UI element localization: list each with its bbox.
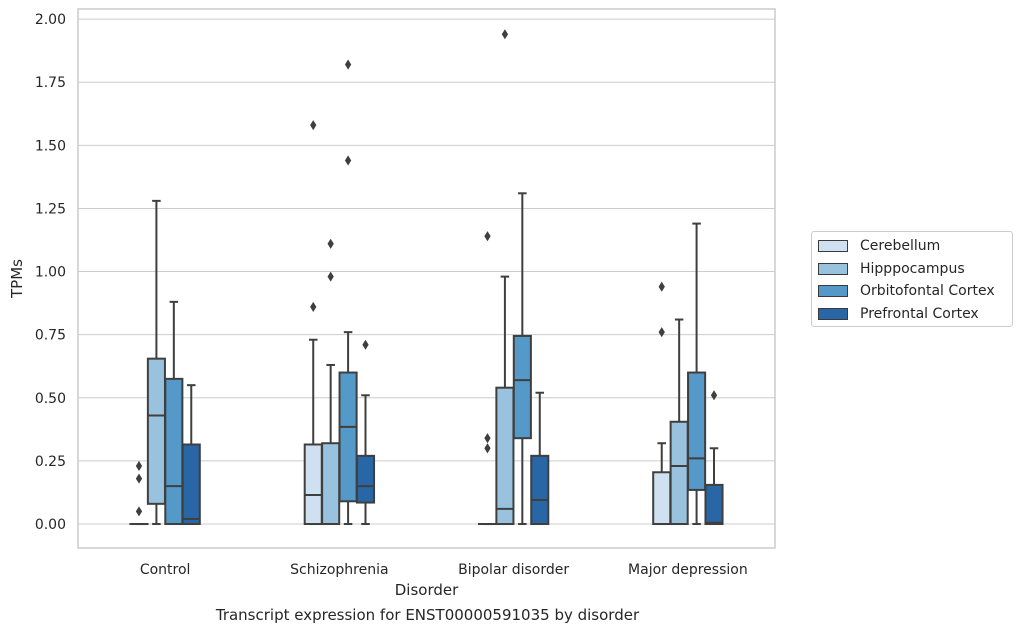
y-tick-label: 1.00 — [35, 265, 66, 281]
outlier-point — [136, 474, 142, 484]
x-tick-label: Major depression — [628, 562, 748, 578]
legend-label: Cerebellum — [860, 238, 940, 254]
y-tick-label: 0.00 — [35, 517, 66, 533]
outlier-point — [345, 155, 351, 165]
outlier-point — [711, 390, 717, 400]
box-orbitofontal-cortex — [165, 379, 182, 524]
legend-swatch — [818, 240, 848, 252]
legend-label: Hipppocampus — [860, 261, 965, 277]
box-prefrontal-cortex — [183, 444, 200, 524]
y-tick-label: 0.25 — [35, 454, 66, 470]
y-tick-label: 1.25 — [35, 201, 66, 217]
legend: Cerebellum Hipppocampus Orbitofontal Corte… — [811, 231, 1013, 327]
box-orbitofontal-cortex — [340, 373, 357, 502]
box-hipppocampus — [322, 443, 339, 524]
outlier-point — [310, 120, 316, 130]
box-orbitofontal-cortex — [688, 373, 705, 490]
y-tick-label: 0.75 — [35, 328, 66, 344]
outlier-point — [136, 506, 142, 516]
box-cerebellum — [653, 472, 670, 524]
outlier-point — [659, 282, 665, 292]
outlier-point — [502, 29, 508, 39]
outlier-point — [484, 443, 490, 453]
box-hipppocampus — [148, 359, 165, 504]
box-hipppocampus — [671, 422, 688, 524]
legend-swatch — [818, 263, 848, 275]
box-cerebellum — [305, 444, 322, 524]
x-tick-label: Schizophrenia — [290, 562, 388, 578]
outlier-point — [328, 239, 334, 249]
outlier-point — [484, 231, 490, 241]
x-tick-label: Bipolar disorder — [458, 562, 569, 578]
box-prefrontal-cortex — [705, 485, 722, 524]
box-prefrontal-cortex — [357, 456, 374, 503]
legend-item: Cerebellum — [818, 235, 940, 257]
y-tick-label: 1.75 — [35, 75, 66, 91]
legend-swatch — [818, 285, 848, 297]
legend-swatch — [818, 308, 848, 320]
legend-item: Orbitofontal Cortex — [818, 280, 995, 302]
box-orbitofontal-cortex — [514, 336, 531, 438]
box-prefrontal-cortex — [531, 456, 548, 524]
legend-label: Prefrontal Cortex — [860, 306, 979, 322]
outlier-point — [136, 461, 142, 471]
outlier-point — [328, 272, 334, 282]
y-axis-label: TPMs — [8, 259, 26, 299]
outlier-point — [484, 433, 490, 443]
x-tick-label: Control — [140, 562, 191, 578]
legend-item: Prefrontal Cortex — [818, 303, 979, 325]
outlier-point — [310, 302, 316, 312]
legend-item: Hipppocampus — [818, 258, 965, 280]
legend-label: Orbitofontal Cortex — [860, 283, 995, 299]
outlier-point — [659, 327, 665, 337]
figure-caption: Transcript expression for ENST0000059103… — [0, 606, 855, 624]
box-hipppocampus — [496, 388, 513, 524]
y-tick-label: 0.50 — [35, 391, 66, 407]
y-tick-label: 1.50 — [35, 138, 66, 154]
x-axis-label: Disorder — [395, 581, 459, 599]
outlier-point — [362, 340, 368, 350]
y-tick-label: 2.00 — [35, 12, 66, 28]
outlier-point — [345, 60, 351, 70]
